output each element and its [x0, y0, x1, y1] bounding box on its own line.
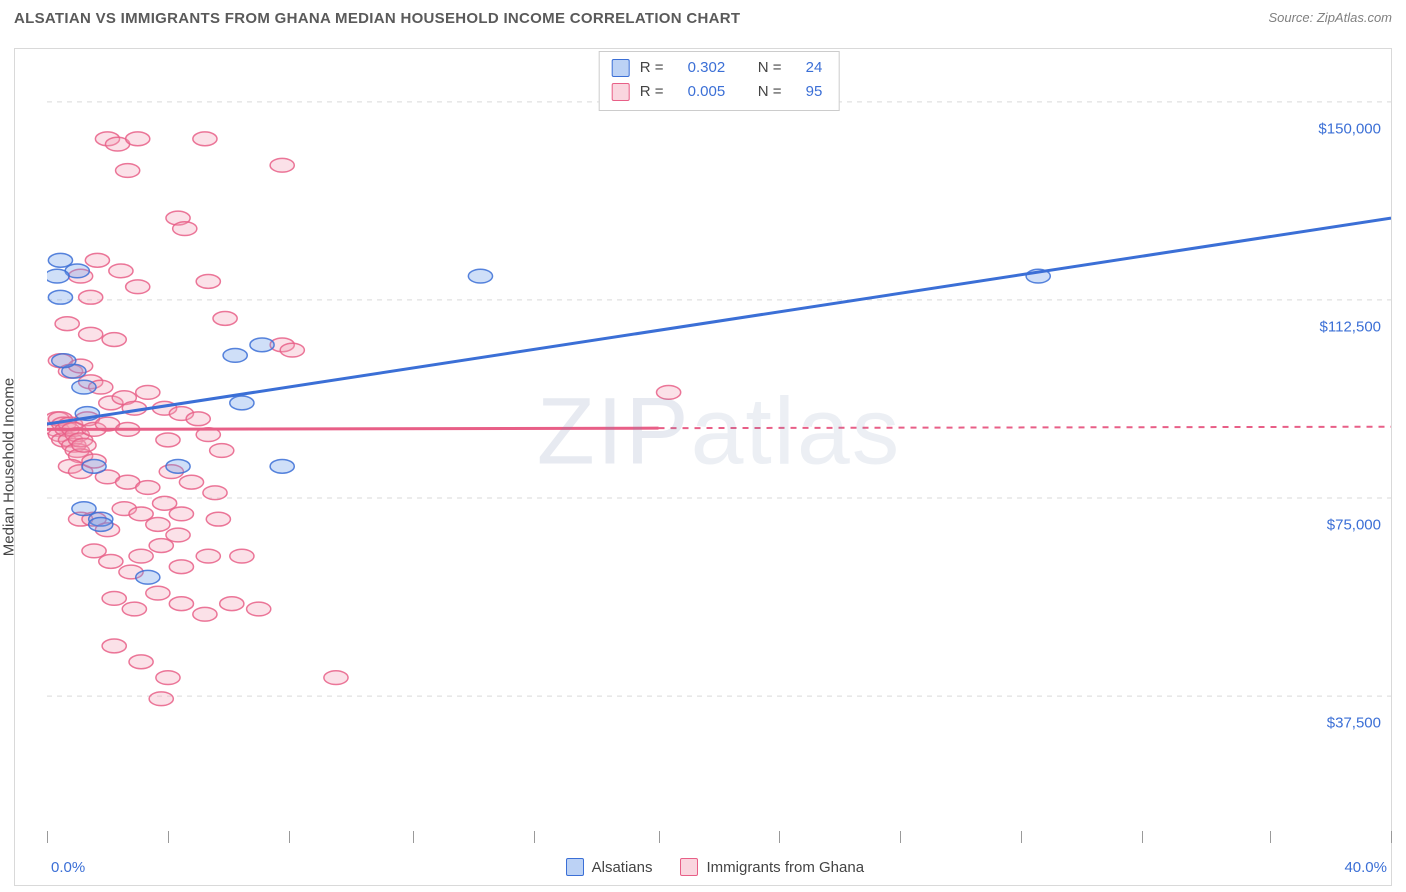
chart-container: Median Household Income ZIPatlas R = 0.3… — [14, 48, 1392, 886]
series-legend: Alsatians Immigrants from Ghana — [566, 858, 864, 876]
x-tick — [1391, 831, 1392, 843]
r-value-b: 0.005 — [688, 80, 726, 104]
y-axis-label: Median Household Income — [1, 378, 18, 556]
y-tick-label: $112,500 — [1320, 318, 1381, 335]
x-tick-row — [47, 831, 1391, 843]
legend-row-a: R = 0.302 N = 24 — [612, 56, 823, 80]
chart-title: ALSATIAN VS IMMIGRANTS FROM GHANA MEDIAN… — [14, 10, 740, 27]
x-min-label: 0.0% — [51, 859, 85, 876]
swatch-b-icon — [612, 83, 630, 101]
x-tick — [47, 831, 48, 843]
bottom-row: 0.0% Alsatians Immigrants from Ghana 40.… — [47, 849, 1391, 885]
correlation-legend: R = 0.302 N = 24 R = 0.005 N = 95 — [599, 51, 840, 111]
x-tick — [659, 831, 660, 843]
swatch-b2-icon — [680, 858, 698, 876]
scatter-svg — [47, 49, 1391, 815]
n-value-b: 95 — [806, 80, 823, 104]
chart-source: Source: ZipAtlas.com — [1268, 10, 1392, 25]
n-value-a: 24 — [806, 56, 823, 80]
swatch-a2-icon — [566, 858, 584, 876]
x-tick — [289, 831, 290, 843]
plot-area: ZIPatlas R = 0.302 N = 24 R = 0.005 N = … — [47, 49, 1391, 815]
series-b-label: Immigrants from Ghana — [706, 859, 864, 876]
x-tick — [1270, 831, 1271, 843]
y-tick-label: $37,500 — [1327, 714, 1381, 731]
x-tick — [1142, 831, 1143, 843]
y-tick-label: $150,000 — [1318, 120, 1381, 137]
y-tick-label: $75,000 — [1327, 516, 1381, 533]
legend-row-b: R = 0.005 N = 95 — [612, 80, 823, 104]
legend-item-a: Alsatians — [566, 858, 653, 876]
x-tick — [779, 831, 780, 843]
x-tick — [168, 831, 169, 843]
series-a-label: Alsatians — [592, 859, 653, 876]
swatch-a-icon — [612, 59, 630, 77]
legend-item-b: Immigrants from Ghana — [680, 858, 864, 876]
x-tick — [900, 831, 901, 843]
x-tick — [413, 831, 414, 843]
x-tick — [534, 831, 535, 843]
r-value-a: 0.302 — [688, 56, 726, 80]
x-tick — [1021, 831, 1022, 843]
x-max-label: 40.0% — [1344, 859, 1387, 876]
